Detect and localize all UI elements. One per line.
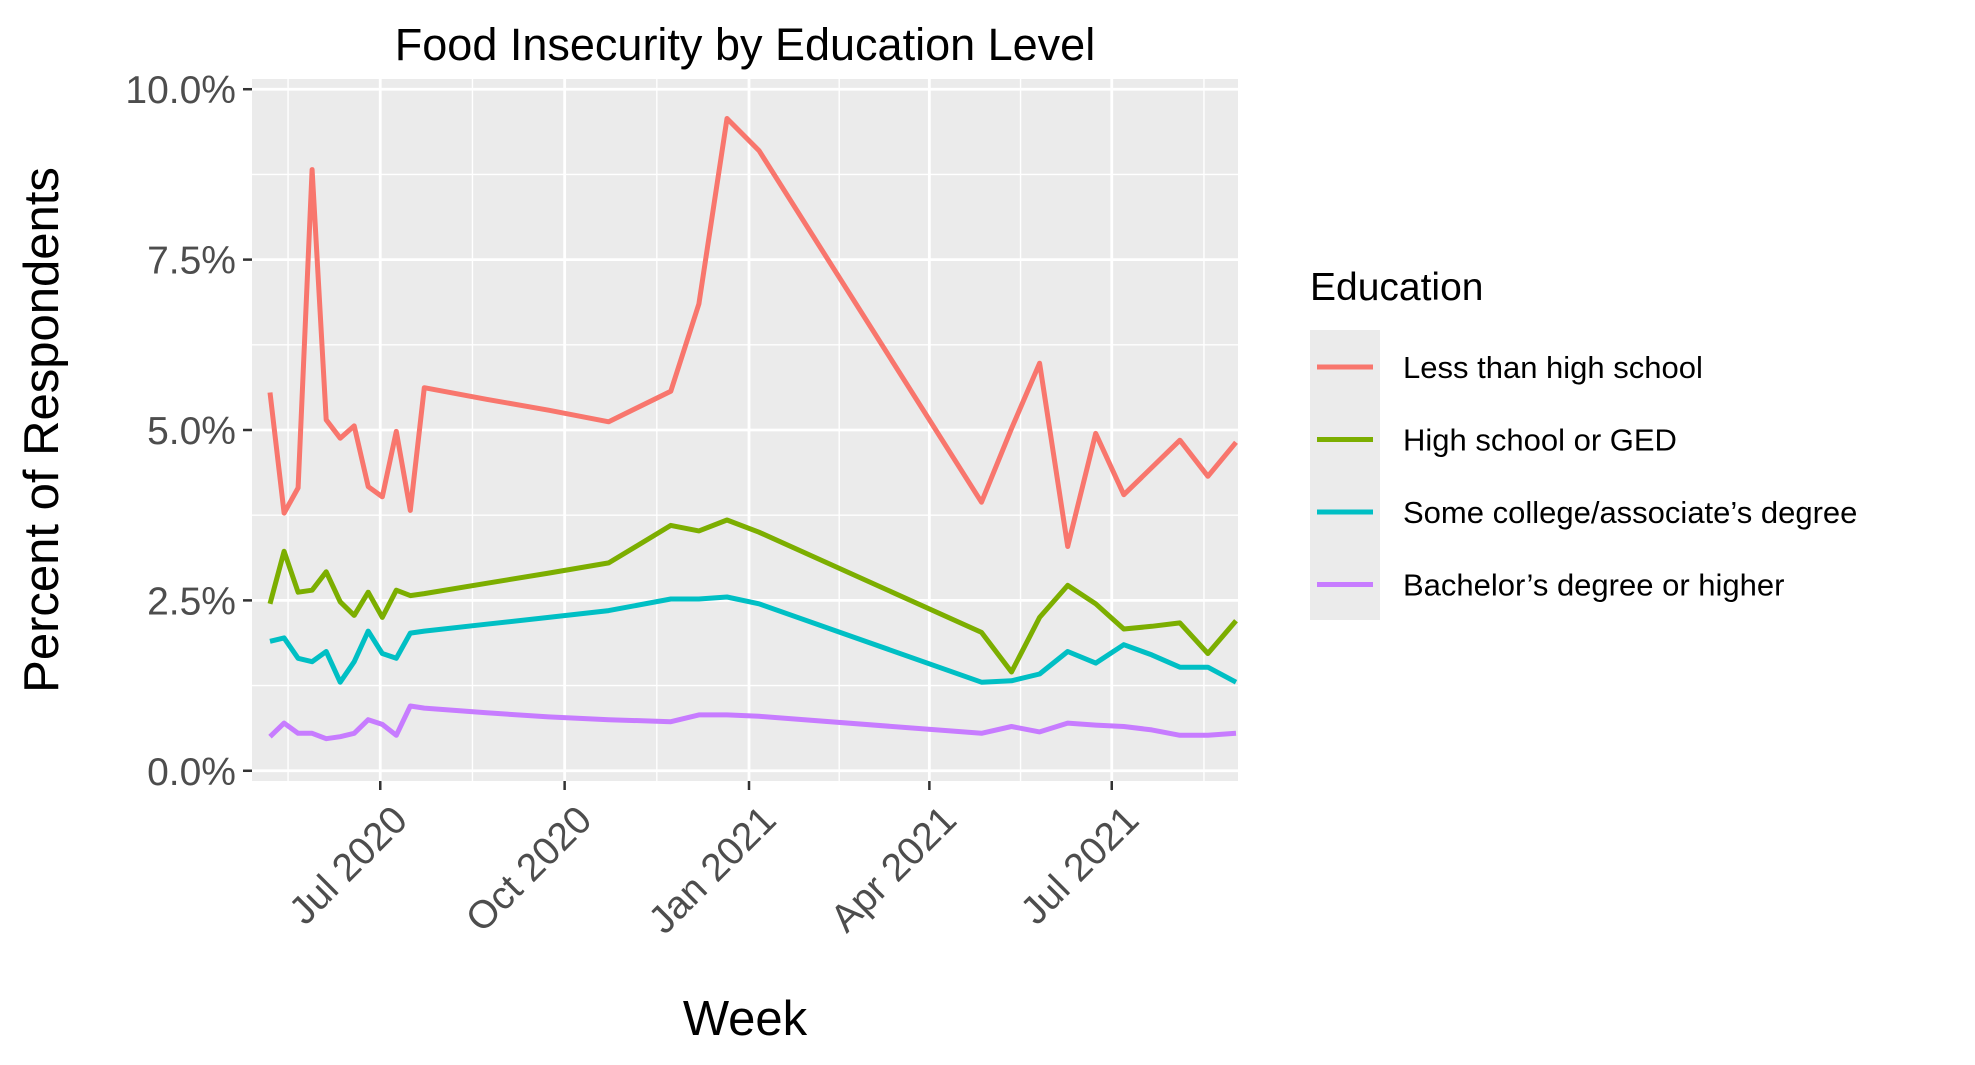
x-tick-label: Jan 2021 [641, 798, 785, 942]
legend-label-2: High school or GED [1403, 423, 1677, 458]
legend: Education Less than high school High scho… [1310, 266, 1857, 620]
x-tick-label: Apr 2021 [823, 798, 965, 940]
series-line-3 [269, 594, 1238, 685]
x-axis: Jul 2020 Oct 2020 Jan 2021 Apr 2021 Jul 2021 [281, 781, 1147, 942]
y-tick-label: 7.5% [147, 240, 236, 283]
series-line-1 [267, 116, 1238, 549]
y-tick-label: 0.0% [147, 751, 236, 794]
y-axis-title: Percent of Respondents [15, 167, 69, 693]
y-tick-label: 10.0% [125, 69, 236, 112]
series-line-2 [267, 517, 1238, 675]
legend-label-1: Less than high school [1403, 350, 1703, 385]
series-line-4 [268, 703, 1237, 742]
series-lines [267, 116, 1238, 742]
x-axis-title: Week [683, 992, 808, 1046]
legend-title: Education [1310, 266, 1483, 309]
legend-label-3: Some college/associate’s degree [1403, 495, 1857, 530]
chart-title: Food Insecurity by Education Level [395, 19, 1095, 70]
legend-key-background [1310, 330, 1380, 620]
y-tick-label: 2.5% [147, 580, 236, 623]
legend-label-4: Bachelor’s degree or higher [1403, 568, 1784, 603]
x-tick-label: Jul 2020 [281, 798, 416, 933]
x-tick-label: Jul 2021 [1013, 798, 1148, 933]
x-tick-label: Oct 2020 [458, 798, 600, 940]
y-tick-label: 5.0% [147, 410, 236, 453]
y-axis: 0.0% 2.5% 5.0% 7.5% 10.0% [125, 69, 252, 794]
legend-items: Less than high school High school or GED S… [1317, 350, 1857, 603]
